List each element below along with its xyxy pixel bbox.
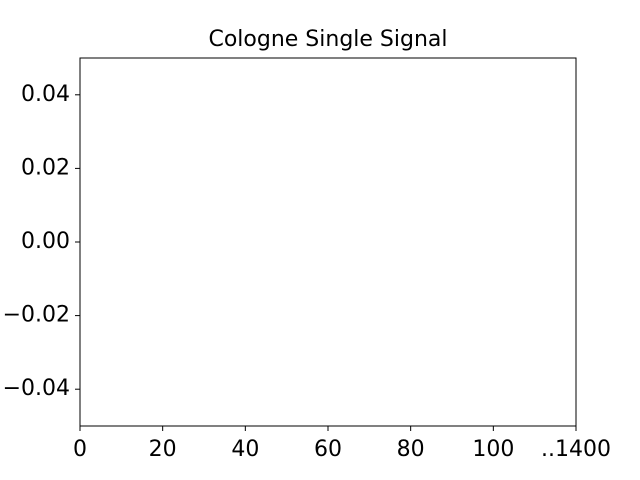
y-tick-label: −0.04	[3, 376, 70, 401]
y-tick-label: 0.02	[21, 155, 70, 180]
x-tick-label: 60	[314, 437, 342, 462]
x-tick-label: 80	[397, 437, 425, 462]
x-tick-label: 40	[231, 437, 259, 462]
x-tick-label: ..1400	[541, 437, 611, 462]
y-tick-label: 0.00	[21, 229, 70, 254]
x-tick-label: 0	[73, 437, 87, 462]
x-tick-label: 100	[472, 437, 514, 462]
y-tick-label: −0.02	[3, 303, 70, 328]
y-tick-label: 0.04	[21, 82, 70, 107]
chart-title: Cologne Single Signal	[208, 27, 447, 52]
x-tick-label: 20	[149, 437, 177, 462]
